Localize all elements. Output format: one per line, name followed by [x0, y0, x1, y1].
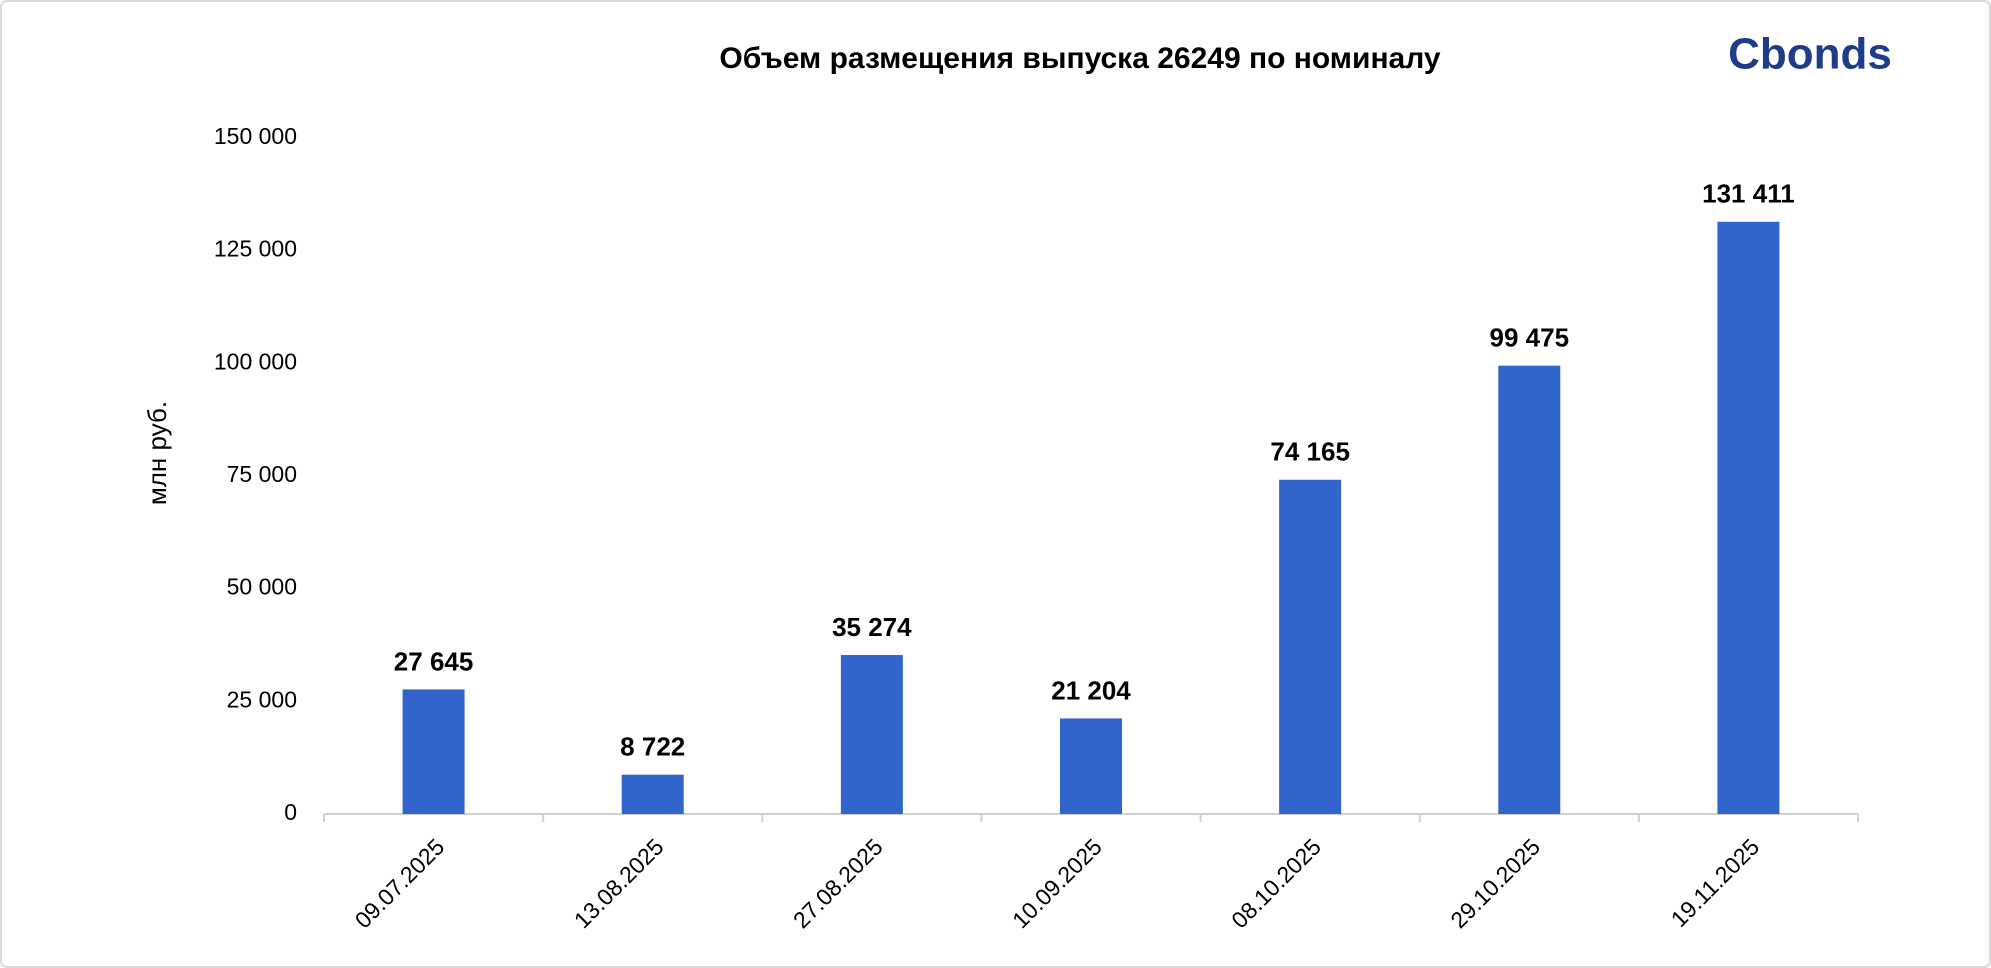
- logo: Cbonds: [1728, 30, 1892, 79]
- y-axis-label: млн руб.: [142, 401, 172, 505]
- y-tick-label: 25 000: [227, 686, 297, 712]
- y-tick-label: 50 000: [227, 574, 297, 600]
- y-tick-label: 0: [284, 799, 297, 825]
- bar: [621, 774, 684, 814]
- value-label: 8 722: [620, 732, 685, 762]
- bar: [1060, 718, 1122, 814]
- value-label: 21 204: [1051, 675, 1131, 705]
- y-tick-label: 125 000: [214, 236, 297, 262]
- value-label: 27 645: [394, 646, 474, 676]
- value-label: 131 411: [1702, 179, 1795, 209]
- bar: [1498, 365, 1561, 814]
- bar: [1717, 221, 1780, 815]
- bar: [840, 655, 903, 814]
- bar: [402, 689, 465, 814]
- value-label: 35 274: [832, 612, 912, 642]
- y-tick-label: 150 000: [214, 123, 297, 149]
- bar: [1279, 479, 1342, 814]
- value-label: 99 475: [1490, 323, 1570, 353]
- value-label: 74 165: [1270, 437, 1350, 467]
- chart-title: Объем размещения выпуска 26249 по номина…: [719, 42, 1441, 75]
- y-tick-label: 75 000: [227, 461, 297, 487]
- y-tick-label: 100 000: [214, 348, 297, 374]
